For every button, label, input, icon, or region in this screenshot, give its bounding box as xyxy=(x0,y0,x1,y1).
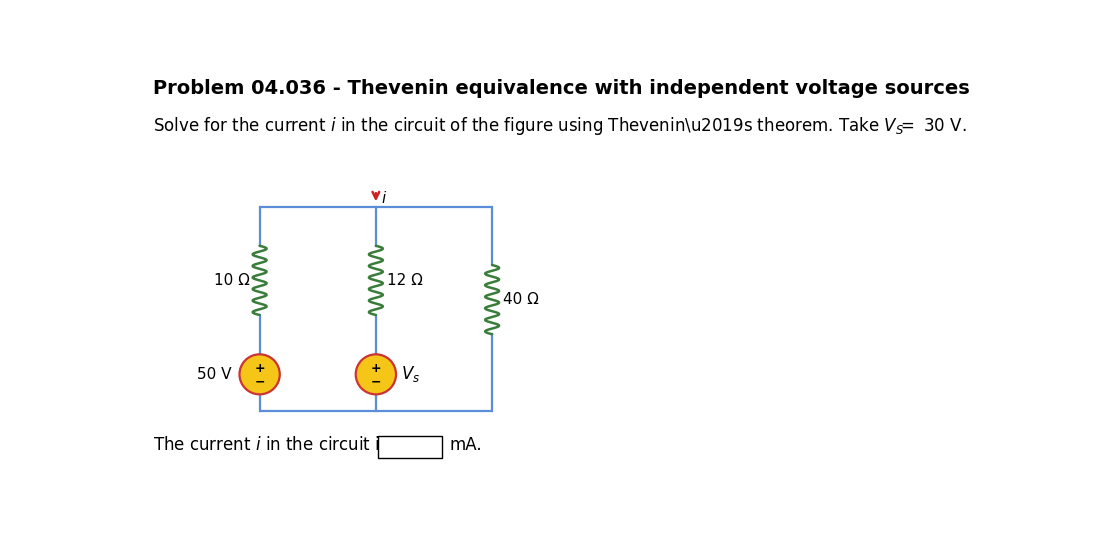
Text: $V_s$: $V_s$ xyxy=(401,364,420,384)
Text: −: − xyxy=(254,375,264,389)
Circle shape xyxy=(356,354,396,394)
Text: The current $i$ in the circuit is: The current $i$ in the circuit is xyxy=(153,436,389,454)
Text: 40 Ω: 40 Ω xyxy=(503,292,539,307)
Text: 50 V: 50 V xyxy=(198,367,232,382)
Text: 12 Ω: 12 Ω xyxy=(387,273,423,288)
FancyBboxPatch shape xyxy=(378,436,442,457)
Text: +: + xyxy=(371,362,382,375)
Text: 10 Ω: 10 Ω xyxy=(214,273,250,288)
Text: +: + xyxy=(254,362,264,375)
Text: Problem 04.036 - Thevenin equivalence with independent voltage sources: Problem 04.036 - Thevenin equivalence wi… xyxy=(153,79,970,98)
Circle shape xyxy=(240,354,280,394)
Text: −: − xyxy=(371,375,382,389)
Text: $i$: $i$ xyxy=(382,190,387,206)
Text: mA.: mA. xyxy=(450,436,482,454)
Text: Solve for the current $i$ in the circuit of the figure using Thevenin\u2019s the: Solve for the current $i$ in the circuit… xyxy=(153,115,968,137)
